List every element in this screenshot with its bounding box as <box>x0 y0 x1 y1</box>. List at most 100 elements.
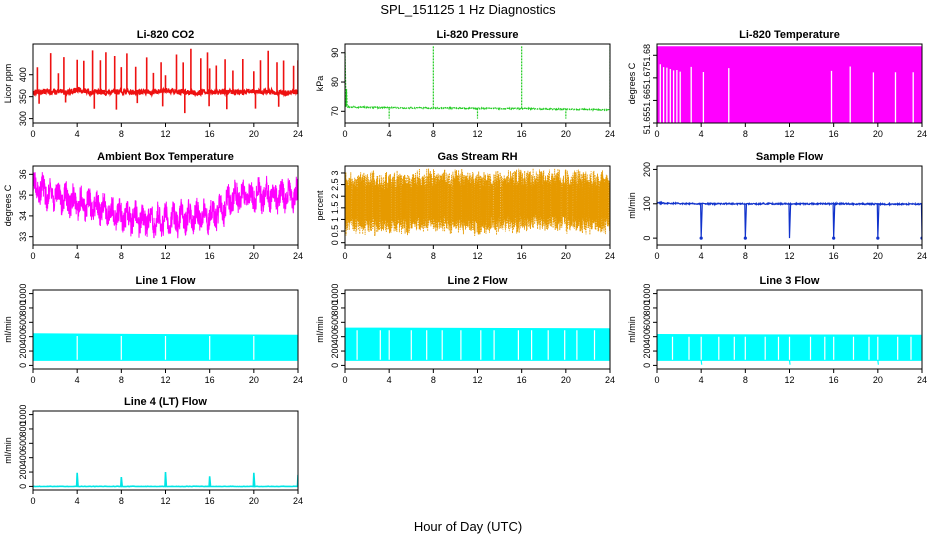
y-tick-label: 800 <box>642 300 652 315</box>
y-tick-label: 80 <box>330 77 340 87</box>
x-tick-label: 0 <box>342 375 347 385</box>
flow-spikes <box>296 335 298 360</box>
x-tick-label: 16 <box>517 375 527 385</box>
y-tick-label: 1000 <box>18 284 28 304</box>
y-tick-label: 51.66 <box>642 89 652 112</box>
x-tick-label: 24 <box>605 375 615 385</box>
x-tick-label: 24 <box>293 496 303 506</box>
x-tick-label: 12 <box>160 129 170 139</box>
x-tick-label: 16 <box>205 129 215 139</box>
x-tick-label: 20 <box>249 251 259 261</box>
plot-area <box>33 333 298 361</box>
y-tick-label: 600 <box>18 315 28 330</box>
x-tick-label: 20 <box>873 251 883 261</box>
x-tick-label: 8 <box>119 496 124 506</box>
x-tick-label: 8 <box>119 375 124 385</box>
x-tick-label: 8 <box>119 251 124 261</box>
x-tick-label: 12 <box>472 129 482 139</box>
plot-area <box>345 168 610 237</box>
panel-title: Li-820 CO2 <box>137 29 194 41</box>
x-tick-label: 12 <box>160 375 170 385</box>
flow-spikes <box>700 360 879 365</box>
y-tick-label: 600 <box>330 315 340 330</box>
y-tick-label: 35 <box>18 190 28 200</box>
y-axis-label: ml/min <box>3 437 13 464</box>
sample-flow-point <box>876 236 880 240</box>
x-tick-label: 0 <box>654 129 659 139</box>
x-tick-label: 8 <box>119 129 124 139</box>
panel-1: Li-820 CO2 0 4 8 12 16 20 24 300 350 400 Licor ppm <box>3 29 303 139</box>
y-tick-label: 400 <box>18 450 28 465</box>
x-tick-label: 4 <box>699 251 704 261</box>
x-tick-label: 12 <box>472 251 482 261</box>
plot-area <box>657 334 922 365</box>
y-tick-label: 400 <box>642 329 652 344</box>
plot-area <box>345 45 610 119</box>
x-tick-label: 0 <box>654 251 659 261</box>
x-tick-label: 12 <box>160 496 170 506</box>
x-tick-label: 20 <box>873 129 883 139</box>
x-tick-label: 4 <box>75 251 80 261</box>
y-axis-label: kPa <box>315 76 325 92</box>
panel-5: Gas Stream RH 0 4 8 12 16 20 24 0 0.5 1 1.5 2 2.5 3 per… <box>315 151 615 261</box>
x-tick-label: 16 <box>829 251 839 261</box>
y-tick-label: 400 <box>18 329 28 344</box>
y-tick-label: 0 <box>18 363 28 368</box>
x-tick-label: 4 <box>387 375 392 385</box>
y-tick-label: 0 <box>642 236 652 241</box>
x-tick-label: 16 <box>205 251 215 261</box>
x-tick-label: 20 <box>873 375 883 385</box>
x-tick-label: 16 <box>829 375 839 385</box>
y-tick-label: 300 <box>18 111 28 126</box>
x-tick-label: 8 <box>743 129 748 139</box>
plot-area <box>33 471 298 488</box>
x-tick-label: 4 <box>75 496 80 506</box>
figure-x-label: Hour of Day (UTC) <box>414 519 522 534</box>
y-tick-label: 3 <box>330 170 340 175</box>
panel-6: Sample Flow 0 4 8 12 16 20 24 0 100 200 ml/min <box>627 151 927 261</box>
y-tick-label: 1 <box>330 217 340 222</box>
y-tick-label: 0.5 <box>330 225 340 238</box>
x-tick-label: 4 <box>699 129 704 139</box>
panel-title: Sample Flow <box>756 151 824 163</box>
y-tick-label: 90 <box>330 48 340 58</box>
panel-title: Line 1 Flow <box>136 275 196 287</box>
y-tick-label: 800 <box>18 300 28 315</box>
y-tick-label: 200 <box>642 344 652 359</box>
y-tick-label: 200 <box>18 344 28 359</box>
plot-area <box>33 172 298 239</box>
x-tick-label: 20 <box>561 129 571 139</box>
x-tick-label: 20 <box>561 375 571 385</box>
y-tick-label: 400 <box>330 329 340 344</box>
sample-flow-line <box>657 200 922 239</box>
x-tick-label: 24 <box>917 375 927 385</box>
panel-2: Li-820 Pressure 0 4 8 12 16 20 24 70 80 90 kPa <box>315 29 615 139</box>
x-tick-label: 8 <box>431 251 436 261</box>
panel-title: Line 2 Flow <box>448 275 508 287</box>
y-axis-label: degrees C <box>627 62 637 104</box>
x-tick-label: 12 <box>160 251 170 261</box>
plot-area <box>657 200 922 240</box>
x-tick-label: 24 <box>293 251 303 261</box>
figure-title: SPL_151125 1 Hz Diagnostics <box>380 2 556 17</box>
y-axis-label: Licor ppm <box>3 64 13 104</box>
flow-gaps <box>356 330 596 360</box>
x-tick-label: 24 <box>917 129 927 139</box>
x-tick-label: 12 <box>784 375 794 385</box>
pressure-series-line <box>345 45 610 119</box>
y-tick-label: 800 <box>330 300 340 315</box>
panel-4: Ambient Box Temperature 0 4 8 12 16 20 24 33 34 35… <box>3 151 303 261</box>
y-axis-label: degrees C <box>3 184 13 226</box>
plot-area <box>657 46 922 123</box>
x-tick-label: 8 <box>431 375 436 385</box>
temperature-band <box>657 46 922 123</box>
x-tick-label: 0 <box>342 129 347 139</box>
y-tick-label: 350 <box>18 89 28 104</box>
y-tick-label: 0 <box>330 240 340 245</box>
